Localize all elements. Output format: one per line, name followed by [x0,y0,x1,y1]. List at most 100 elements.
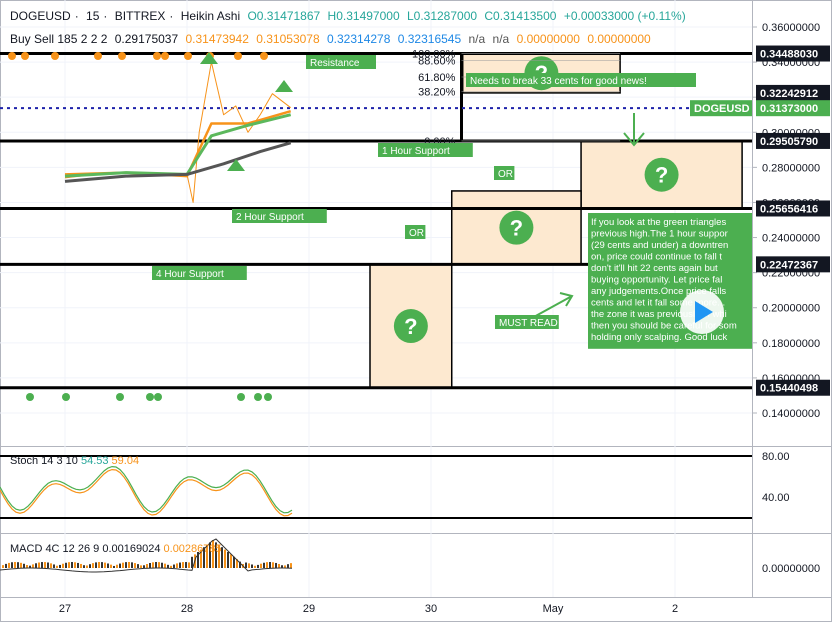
macd-histogram-bar [74,562,76,568]
macd-histogram-bar [221,547,223,568]
macd-histogram-bar [50,563,52,568]
chart-style-label[interactable]: Heikin Ashi [180,9,241,23]
series-line-3 [64,113,292,178]
price-tick-label: 0.14000000 [762,408,820,420]
macd-histogram-bar [86,565,88,568]
macd-histogram-bar [230,554,232,568]
arrow-head [559,292,574,307]
price-level-tag-label: 0.32242912 [760,88,818,100]
price-level-tag [756,45,830,62]
support-1h-label-bg [378,143,473,157]
macd-histogram-bar [239,561,241,568]
price-series [64,61,292,203]
green-triangle-marker [275,80,293,92]
price-level-tag-label: 0.34488030 [760,49,818,61]
stoch-title[interactable]: Stoch 14 3 10 [10,455,78,467]
indicator-value-7: n/a [492,32,510,46]
macd-histogram-bar [158,562,160,568]
time-axis: 27 28 29 30 May 2 [59,603,678,615]
macd-histogram-bar [29,565,31,568]
price-level-tag [756,132,830,149]
macd-histogram-bar [95,562,97,568]
macd-histogram-bar [104,562,106,568]
ohlc-change: +0.00033000 (+0.11%) [563,9,686,23]
macd-histogram-bar [92,563,94,568]
macd-histogram-bar [59,564,61,568]
chart-header: DOGEUSD · 15 · BITTREX · Heikin Ashi O0.314… [10,9,686,23]
macd-histogram-bar [32,564,34,568]
macd-histogram-bar [137,564,139,568]
macd-histogram-bar [188,562,190,568]
price-level-tag [756,84,830,101]
ohlc-close: C0.31413500 [484,9,557,23]
sell-signal-dot [118,52,126,60]
fib-level-label: 38.20% [418,87,456,99]
macd-histogram-bar [77,562,79,568]
macd-histogram-bar [161,562,163,568]
fib-level-label: 100.00% [412,49,456,61]
buy-signal-dot [237,393,245,401]
signal-markers [8,52,293,401]
buy-signal-dot [264,393,272,401]
resistance-label-bg [306,55,376,69]
sell-signal-dot [184,52,192,60]
macd-histogram-bar [197,552,199,568]
macd-histogram-bar [23,563,25,568]
macd-legend: MACD 4C 12 26 9 0.00169024 0.00286785 [10,543,222,555]
macd-histogram-bar [38,562,40,568]
price-level-tag-label: 0.31373000 [760,103,818,115]
macd-histogram-bar [290,563,292,568]
question-circle [644,157,679,192]
support-2h-label: 2 Hour Support [236,212,304,223]
macd-histogram-bar [149,563,151,568]
macd-histogram-bar [209,542,211,568]
buy-signal-dot [254,393,262,401]
interval-label[interactable]: 15 [86,9,100,23]
long-note-line: any judgements.Once price falls [591,286,726,297]
price-tick-label: 0.24000000 [762,233,820,245]
macd-histogram-bar [143,565,145,568]
macd-histogram-bar [134,563,136,568]
macd-histogram-bar [53,564,55,568]
stoch-tick-label: 80.00 [762,451,790,463]
macd-histogram-bar [8,562,10,568]
macd-histogram-bar [236,559,238,568]
macd-histogram-bar [245,562,247,568]
macd-tick-label: 0.00000000 [762,563,820,575]
or-label-2: OR [409,228,424,239]
long-note-line: previous high.The 1 hour suppor [591,229,728,240]
sell-signal-dot [161,52,169,60]
macd-histogram-bar [218,544,220,568]
macd-histogram-bar [71,562,73,568]
macd-value-1: 0.00169024 [102,543,161,555]
macd-title[interactable]: MACD 4C 12 26 9 [10,543,100,555]
macd-histogram-bar [272,562,274,568]
indicator-title[interactable]: Buy Sell 185 2 2 2 [10,32,108,46]
price-level-tag [756,256,830,273]
macd-line [0,538,293,573]
down-arrow-head [623,132,645,147]
time-tick-label: 30 [425,603,437,615]
macd-histogram-bar [125,562,127,568]
macd-histogram-bar [203,547,205,568]
price-level-tag [756,200,830,217]
macd-histogram-bar [185,562,187,568]
macd-histogram-bar [11,562,13,568]
macd-histogram-bar [68,562,70,568]
green-triangle-marker [227,159,245,171]
resistance-label: Resistance [310,58,360,69]
price-tick-label: 0.18000000 [762,338,820,350]
macd-histogram-bar [278,563,280,568]
macd-histogram-bar [152,562,154,568]
price-level-tag-label: 0.25656416 [760,203,818,215]
long-note-line: (29 cents and under) a downtren [591,240,728,251]
buy-signal-dot [154,393,162,401]
ohlc-low: L0.31287000 [406,9,478,23]
question-mark: ? [655,163,668,188]
macd-histogram-bar [107,563,109,568]
macd-histogram-bar [14,562,16,568]
sell-signal-dot [234,52,242,60]
macd-histogram-bar [5,563,7,568]
symbol-label[interactable]: DOGEUSD [10,9,71,23]
